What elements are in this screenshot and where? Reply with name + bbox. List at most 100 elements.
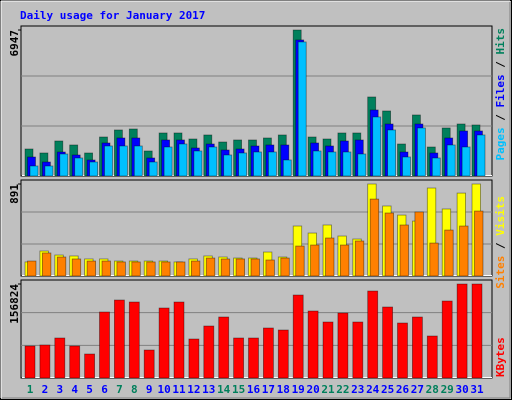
bar — [89, 161, 98, 177]
x-tick-label: 20 — [306, 383, 319, 396]
bar — [307, 310, 319, 379]
legend-separator: / — [494, 108, 507, 128]
bar — [297, 41, 307, 177]
bar — [265, 259, 275, 277]
x-tick-label: 18 — [277, 383, 290, 396]
bar — [56, 256, 67, 277]
bar — [327, 151, 337, 177]
bar — [262, 327, 274, 379]
bar — [158, 307, 170, 379]
bar — [456, 283, 468, 379]
bar — [69, 345, 81, 379]
bar — [382, 306, 394, 379]
bar — [267, 151, 277, 177]
bar — [29, 165, 39, 177]
legend-entry: KBytes — [494, 337, 507, 377]
legend: Pages / Files / Hits — [494, 28, 507, 161]
bar — [143, 349, 155, 379]
x-tick-label: 21 — [321, 383, 335, 396]
bar — [114, 299, 125, 379]
legend-separator: / — [494, 55, 507, 75]
legend-entry: Sites — [494, 256, 507, 289]
bar — [471, 283, 483, 379]
bar — [86, 260, 96, 277]
bar — [44, 165, 54, 177]
x-tick-label: 1 — [27, 383, 34, 396]
x-tick-label: 15 — [232, 383, 245, 396]
bar — [372, 116, 382, 177]
x-tick-label: 7 — [116, 383, 123, 396]
bar — [161, 261, 171, 277]
bar — [99, 311, 110, 379]
bar — [233, 337, 245, 379]
x-tick-label: 8 — [131, 383, 138, 396]
x-tick-label: 4 — [71, 383, 78, 396]
bar — [27, 260, 37, 277]
bar — [426, 335, 438, 379]
bar — [387, 129, 397, 177]
x-tick-label: 30 — [455, 383, 468, 396]
x-tick-label: 19 — [292, 383, 305, 396]
bar — [325, 237, 335, 277]
bar — [128, 301, 140, 379]
bar — [282, 159, 292, 177]
bar — [446, 144, 456, 177]
bar — [176, 261, 186, 277]
bar — [354, 240, 365, 277]
x-tick-label: 16 — [247, 383, 261, 396]
bar — [59, 153, 69, 177]
legend: Sites / Visits — [494, 196, 507, 289]
x-tick-label: 12 — [187, 383, 200, 396]
bar — [342, 151, 352, 177]
bar — [441, 300, 453, 379]
bar — [238, 152, 248, 177]
x-tick-label: 24 — [366, 383, 380, 396]
bar — [248, 337, 259, 379]
bar — [39, 344, 51, 379]
bar — [411, 316, 423, 379]
bar — [367, 290, 379, 379]
bar — [369, 198, 380, 277]
bar — [71, 258, 82, 277]
bar — [444, 229, 454, 277]
bar — [42, 252, 52, 277]
bar — [104, 145, 113, 177]
legend-entry: Files — [494, 74, 507, 107]
x-tick-label: 2 — [42, 383, 49, 396]
x-tick-label: 5 — [86, 383, 93, 396]
y-tick-label: 156824 — [8, 284, 21, 324]
x-tick-label: 13 — [202, 383, 215, 396]
bar — [188, 338, 200, 379]
x-tick-label: 31 — [470, 383, 484, 396]
bar — [220, 258, 231, 277]
bar — [292, 294, 304, 379]
bar — [54, 337, 66, 379]
bar — [218, 316, 230, 379]
bar — [173, 301, 185, 379]
legend-entry: Visits — [494, 196, 507, 236]
bar — [163, 146, 173, 177]
legend-entry: Pages — [494, 127, 507, 160]
bar — [235, 258, 246, 277]
bar — [119, 145, 128, 177]
bar — [339, 244, 350, 277]
bar — [74, 157, 84, 177]
bar — [397, 322, 408, 379]
bar — [223, 154, 233, 177]
bar — [24, 345, 36, 379]
x-tick-label: 11 — [172, 383, 186, 396]
bar — [116, 261, 126, 277]
bar — [414, 211, 424, 277]
bar — [416, 127, 426, 177]
x-tick-label: 22 — [336, 383, 349, 396]
bar — [250, 258, 260, 277]
x-tick-label: 14 — [217, 383, 231, 396]
bar — [384, 212, 395, 277]
legend-entry: Hits — [494, 28, 507, 55]
bar — [253, 151, 262, 177]
x-tick-label: 6 — [101, 383, 108, 396]
bar — [205, 257, 216, 277]
bar — [337, 312, 349, 379]
bar — [133, 145, 143, 177]
bar — [352, 321, 364, 379]
